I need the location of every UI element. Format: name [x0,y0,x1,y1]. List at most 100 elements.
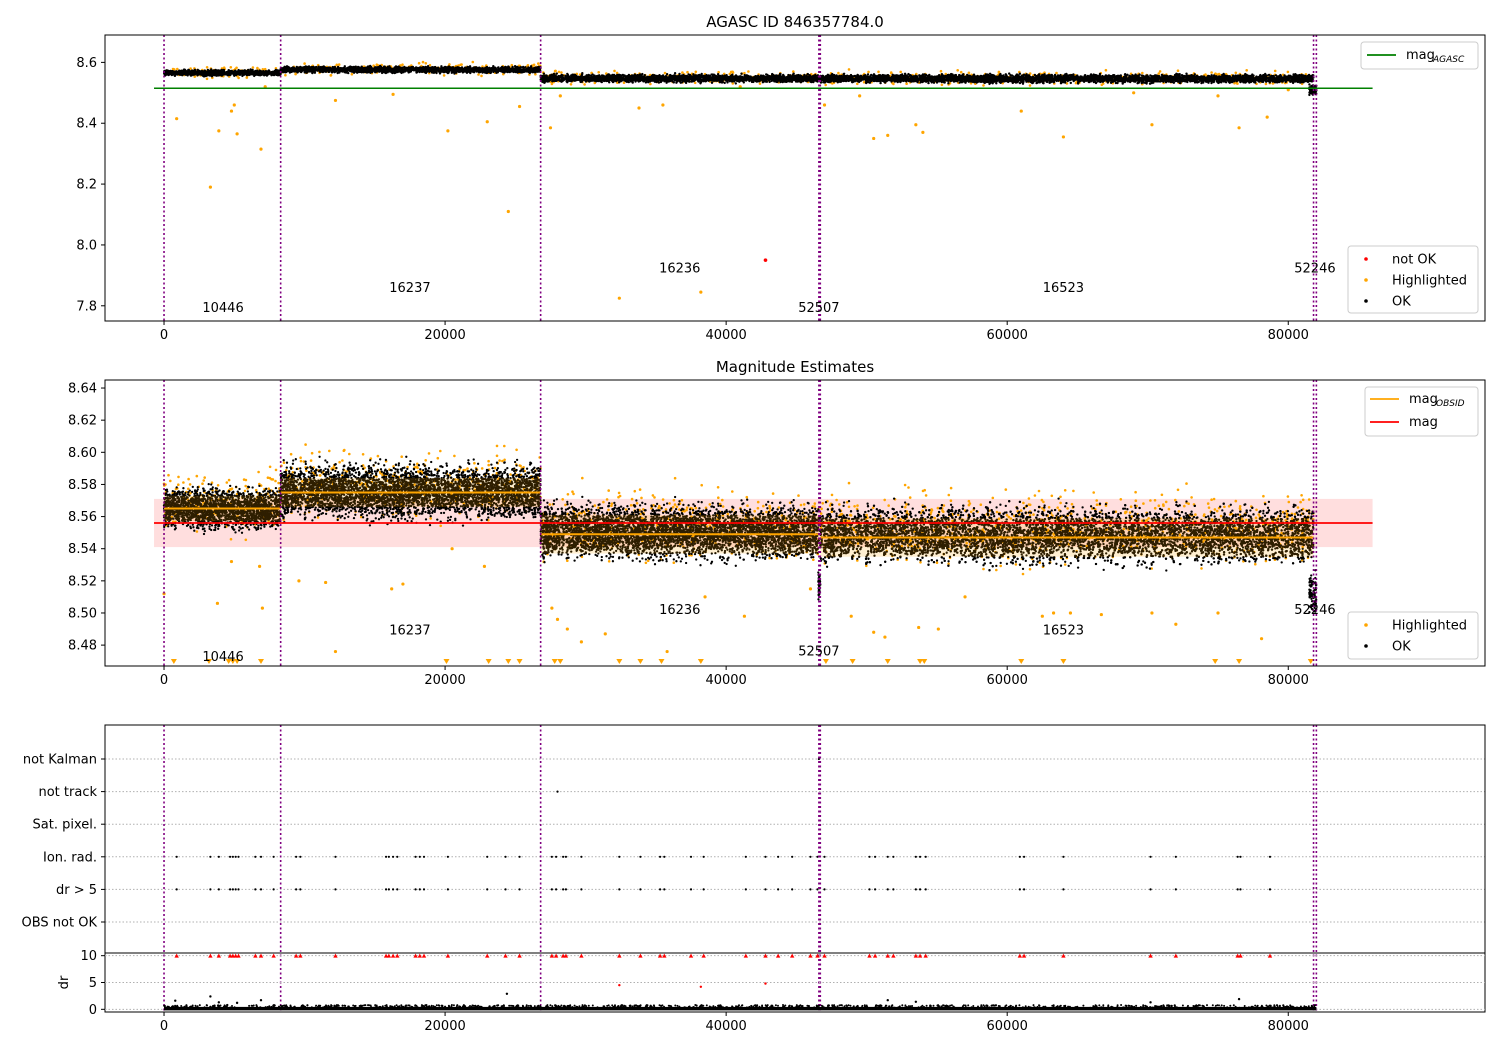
dr-clipped-marker [413,953,418,958]
obsid-label: 16236 [659,603,700,618]
y-tick-label: 5 [89,976,97,991]
highlighted-point [1061,135,1066,139]
flag-event-point [414,855,417,858]
middle-title: Magnitude Estimates [716,358,874,376]
legend-label: mag [1409,392,1438,407]
dr-clipped-marker [174,953,179,958]
flag-event-point [702,888,705,891]
dr-clipped-marker [233,953,238,958]
flag-event-point [422,855,426,858]
plot-area: 10446 16237 16236 52507 16523 52246 [154,35,1373,321]
flag-category-label: dr > 5 [56,883,97,898]
highlighted-point [446,129,450,133]
not-ok-point [763,258,768,262]
ok-cloud [279,64,542,75]
x-tick-label: 80000 [1268,1019,1309,1034]
highlighted-point [665,649,669,654]
flag-event-point [874,888,877,891]
dr-clipped-marker [395,953,400,958]
flag-event-point [550,855,553,858]
obsid-label: 52507 [798,645,839,660]
flag-event-point [228,888,232,891]
clipped-marker [205,659,212,664]
flag-event-point [518,855,521,858]
dr-clipped-marker [913,953,919,958]
flag-category-label: not track [38,785,97,800]
highlighted-point [235,132,239,136]
flag-event-point [231,855,234,858]
highlighted-point [297,579,301,583]
flag-event-point [231,888,234,891]
flag-event-point [446,888,449,891]
dr-clipped-marker [1148,953,1153,958]
highlighted-point [565,627,569,631]
y-tick-label: 8.4 [76,117,97,132]
highlighted-point [1265,115,1269,119]
legend-marker [1364,623,1368,627]
flag-event-point [1062,888,1065,891]
highlighted-point [1019,109,1023,113]
clipped-marker [551,659,558,664]
legend-label: mag [1409,415,1438,430]
flag-event-point [295,888,298,891]
flag-event-point [396,855,399,858]
clipped-marker [921,659,928,664]
y-tick-label: 8.58 [68,478,97,493]
flags-panel: not Kalman not track Sat. pixel. Ion. rad. d… [22,724,1486,1013]
highlighted-point [333,98,338,103]
obsid-label: 10446 [202,650,243,665]
dr-clipped-marker [417,953,422,958]
flag-event-point [175,855,178,858]
obsid-label: 52246 [1294,603,1335,618]
dr-clipped-marker [421,953,427,958]
highlighted-point [1068,611,1073,615]
highlighted-point [808,587,813,591]
flag-event-point [387,855,390,858]
flag-event-point [486,888,489,891]
dr-clipped-marker [1238,953,1243,958]
clipped-marker [1212,659,1219,664]
top-axes-frame [104,34,1486,322]
highlighted-point [260,606,264,610]
flag-event-point [384,888,388,891]
flag-event-point [809,855,812,858]
highlighted-point [1174,622,1178,626]
flag-event-point [914,888,917,891]
y-tick-label: 8.48 [68,639,97,654]
highlighted-point [637,106,641,110]
flag-event-point [663,888,666,891]
clipped-marker [1236,659,1243,664]
dr-clipped-marker [638,953,643,958]
dr-clipped-marker [701,953,706,958]
highlighted-point [259,147,263,151]
highlighted-point [517,104,522,109]
ok-cloud [819,497,1315,572]
flag-event-point [1268,888,1272,891]
dr-point [505,992,509,995]
flag-event-point [1022,855,1026,858]
flag-event-point [1239,855,1242,858]
obsid-label: 16237 [389,624,430,639]
obsid-label: 16523 [1043,281,1084,296]
flag-event-point [823,855,826,858]
flag-event-point [259,855,263,858]
highlighted-point [1216,94,1220,98]
flag-event-point [272,855,275,858]
highlighted-point [914,123,918,127]
dr-clipped-marker [386,953,392,958]
flag-event-point [562,888,565,891]
flag-event-point [504,855,507,858]
clipped-marker [485,659,492,664]
flag-event-point [556,790,559,793]
highlighted-point [1051,611,1056,615]
clipped-marker [225,659,232,664]
dr-point [235,1001,239,1005]
legend-marker [1364,257,1368,261]
highlighted-point [390,587,394,591]
middle-axes-frame [104,379,1486,667]
flag-event-point [892,855,895,858]
x-tick-label: 0 [160,1019,168,1034]
flag-category-label: OBS not OK [22,916,98,931]
flag-event-point [272,888,275,891]
magnitude-history-panel: 10446 16237 16236 52507 16523 52246 0 20000 4000… [76,13,1486,343]
